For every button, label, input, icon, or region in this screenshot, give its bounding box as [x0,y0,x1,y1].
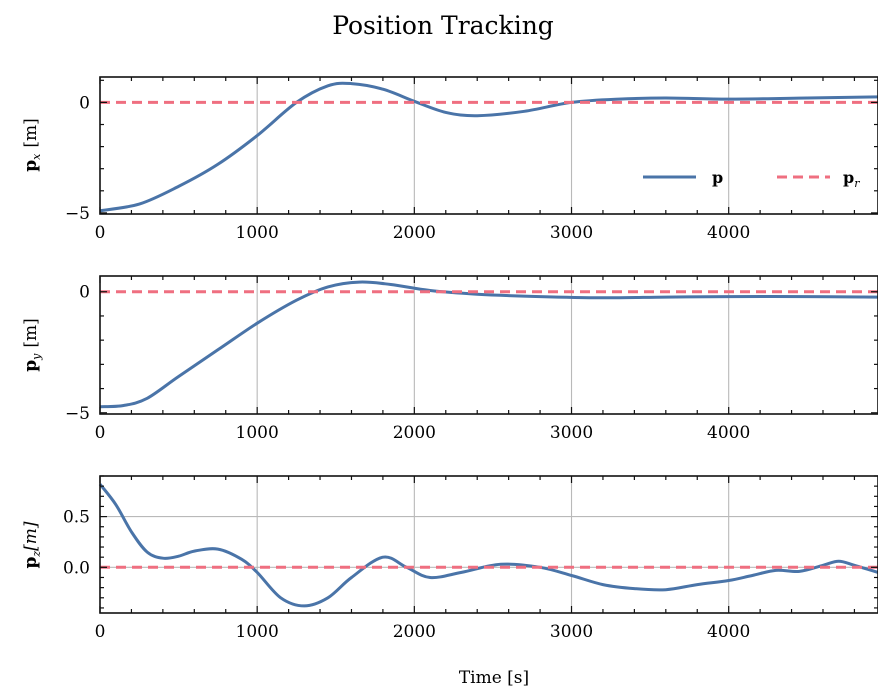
panel-px: 0 1000 2000 3000 4000 −50 px [m] p pr [21,76,878,243]
lines-pz [98,483,878,608]
lines-py [99,280,878,409]
x-tick-label: 4000 [707,622,750,642]
panel-py: 0 1000 2000 3000 4000 −50 py [m] [21,275,878,443]
x-tick-label: 1000 [236,223,279,243]
x-axis-label: Time [s] [459,668,529,688]
y-tick-label: 0.0 [63,558,90,578]
x-tick-label: 0 [95,423,106,443]
y-tick-label: 0.5 [63,508,90,528]
panel-pz: 0 1000 2000 3000 4000 0.0 0.5 pz[m] [21,475,878,642]
x-tick-label: 1000 [236,423,279,443]
y-tick-label: −5 [65,204,90,224]
ticks-pz [99,475,878,613]
x-tick-labels-px: 0 1000 2000 3000 4000 [95,223,751,243]
x-tick-labels-py: 0 1000 2000 3000 4000 [95,423,751,443]
series-line-position [98,483,878,608]
y-axis-label-px: px [m] [21,118,43,171]
grid-pz [100,476,878,613]
y-tick-labels-py: −5 0 [65,283,90,424]
lines-px [99,81,878,213]
y-axis-label-py: py [m] [21,318,43,371]
y-axis-label-pz: pz[m] [21,521,43,568]
x-tick-label: 3000 [550,622,593,642]
x-tick-label: 2000 [393,423,436,443]
legend-label-pr: pr [843,168,860,190]
y-tick-label: −5 [65,404,90,424]
x-tick-label: 2000 [393,223,436,243]
plot-frame-py [99,275,878,415]
x-tick-label: 4000 [707,223,750,243]
y-tick-label: 0 [79,93,90,113]
series-line-position [99,280,878,409]
x-tick-labels-pz: 0 1000 2000 3000 4000 [95,622,751,642]
y-tick-labels-px: −5 0 [65,93,90,223]
y-tick-label: 0 [79,283,90,303]
x-tick-label: 1000 [236,622,279,642]
legend: p pr [643,168,860,190]
plot-frame-pz [99,475,878,614]
y-tick-labels-pz: 0.0 0.5 [63,508,90,579]
grid-py [256,276,730,414]
series-line-position [99,81,878,213]
x-tick-label: 0 [95,622,106,642]
plot-frame-px [99,76,878,215]
x-tick-label: 0 [95,223,106,243]
x-tick-label: 2000 [393,622,436,642]
x-tick-label: 3000 [550,223,593,243]
x-tick-label: 3000 [550,423,593,443]
chart-title: Position Tracking [332,11,554,40]
x-tick-label: 4000 [707,423,750,443]
legend-label-p: p [712,168,723,187]
